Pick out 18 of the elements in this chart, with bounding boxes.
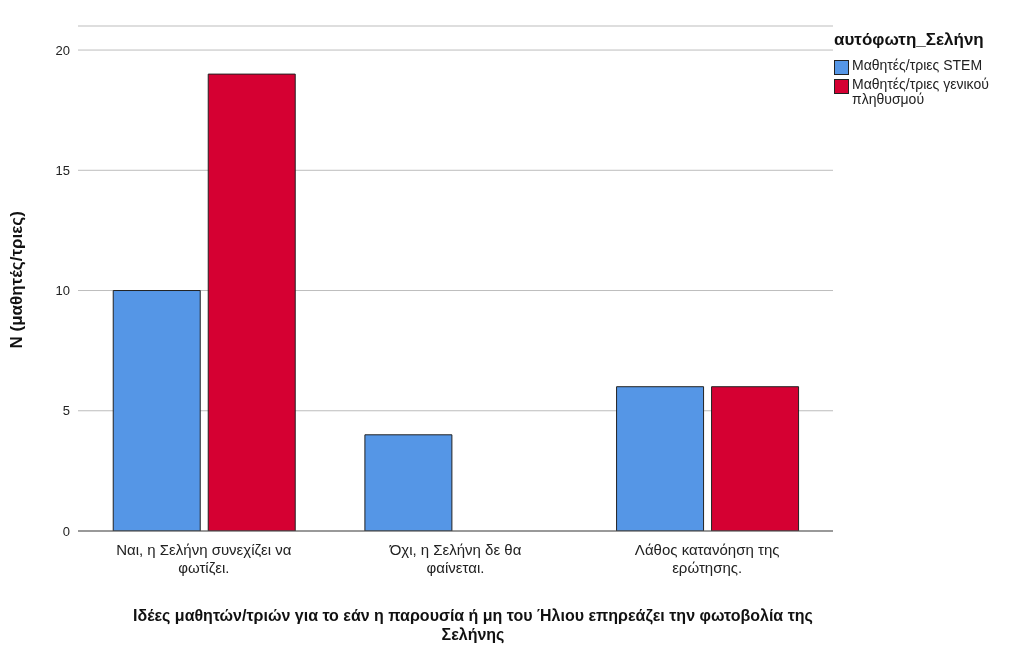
y-tick-label: 0	[62, 523, 70, 539]
y-axis-title: N (μαθητές/τριες)	[7, 211, 27, 349]
y-tick-label: 20	[55, 42, 70, 58]
bar	[364, 434, 453, 531]
legend-title: αυτόφωτη_Σελήνη	[834, 30, 985, 50]
x-tick-label: Όχι, η Σελήνη δε θα φαίνεται.	[388, 541, 522, 576]
y-tick-label: 10	[55, 283, 70, 299]
legend-label: Μαθητές/τριες STEM	[852, 57, 984, 73]
x-axis-title: Ιδέες μαθητών/τριών για το εάν η παρουσία ή μη του Ήλιου επηρεάζει την φωτοβολία της Σελήνης	[132, 606, 814, 644]
bar	[207, 73, 296, 531]
x-tick-label: Λάθος κατανόηση της ερώτησης.	[634, 541, 780, 576]
bar	[711, 386, 800, 531]
y-tick-label: 15	[55, 162, 70, 178]
legend-label: Μαθητές/τριες γενικού πληθυσμού	[852, 76, 990, 107]
y-tick-label: 5	[62, 403, 70, 419]
bar	[112, 290, 201, 531]
bar	[616, 386, 705, 531]
x-tick-label: Ναι, η Σελήνη συνεχίζει να φωτίζει.	[116, 541, 292, 576]
